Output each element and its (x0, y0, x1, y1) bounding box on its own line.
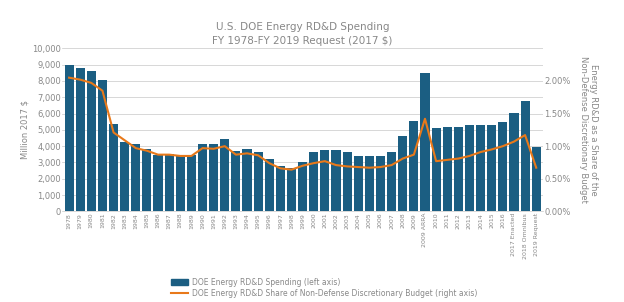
Bar (509, 113, 519, 211)
Bar (365, 156, 374, 211)
Bar (499, 122, 507, 211)
Bar (265, 159, 274, 211)
Bar (120, 142, 129, 211)
Bar (520, 101, 530, 211)
Bar (187, 155, 196, 211)
Bar (98, 80, 107, 211)
Bar (243, 149, 251, 211)
Bar (109, 124, 118, 211)
Y-axis label: Energy RD&D as a Share of the
Non-Defense Discretionary Budget: Energy RD&D as a Share of the Non-Defens… (579, 56, 598, 203)
Bar (409, 120, 419, 211)
Bar (198, 144, 207, 211)
Legend: DOE Energy RD&D Spending (left axis), DOE Energy RD&D Share of Non-Defense Discr: DOE Energy RD&D Spending (left axis), DO… (172, 278, 477, 298)
Bar (487, 125, 496, 211)
Bar (376, 156, 385, 211)
Bar (387, 152, 396, 211)
Bar (310, 152, 318, 211)
Bar (398, 136, 407, 211)
Y-axis label: Million 2017 $: Million 2017 $ (21, 100, 29, 159)
Bar (154, 155, 163, 211)
Bar (287, 168, 296, 211)
Bar (476, 125, 485, 211)
Bar (298, 162, 307, 211)
Title: U.S. DOE Energy RD&D Spending
FY 1978-FY 2019 Request (2017 $): U.S. DOE Energy RD&D Spending FY 1978-FY… (212, 22, 393, 46)
Bar (532, 147, 541, 211)
Bar (220, 140, 230, 211)
Bar (343, 152, 352, 211)
Bar (142, 149, 152, 211)
Bar (442, 127, 452, 211)
Bar (354, 156, 363, 211)
Bar (331, 150, 341, 211)
Bar (131, 144, 140, 211)
Bar (176, 155, 185, 211)
Bar (432, 128, 441, 211)
Bar (320, 150, 329, 211)
Bar (76, 68, 85, 211)
Bar (465, 125, 474, 211)
Bar (421, 73, 429, 211)
Bar (87, 72, 96, 211)
Bar (165, 154, 173, 211)
Bar (454, 127, 463, 211)
Bar (209, 144, 218, 211)
Bar (276, 166, 285, 211)
Bar (64, 66, 74, 211)
Bar (253, 152, 263, 211)
Bar (232, 151, 240, 211)
